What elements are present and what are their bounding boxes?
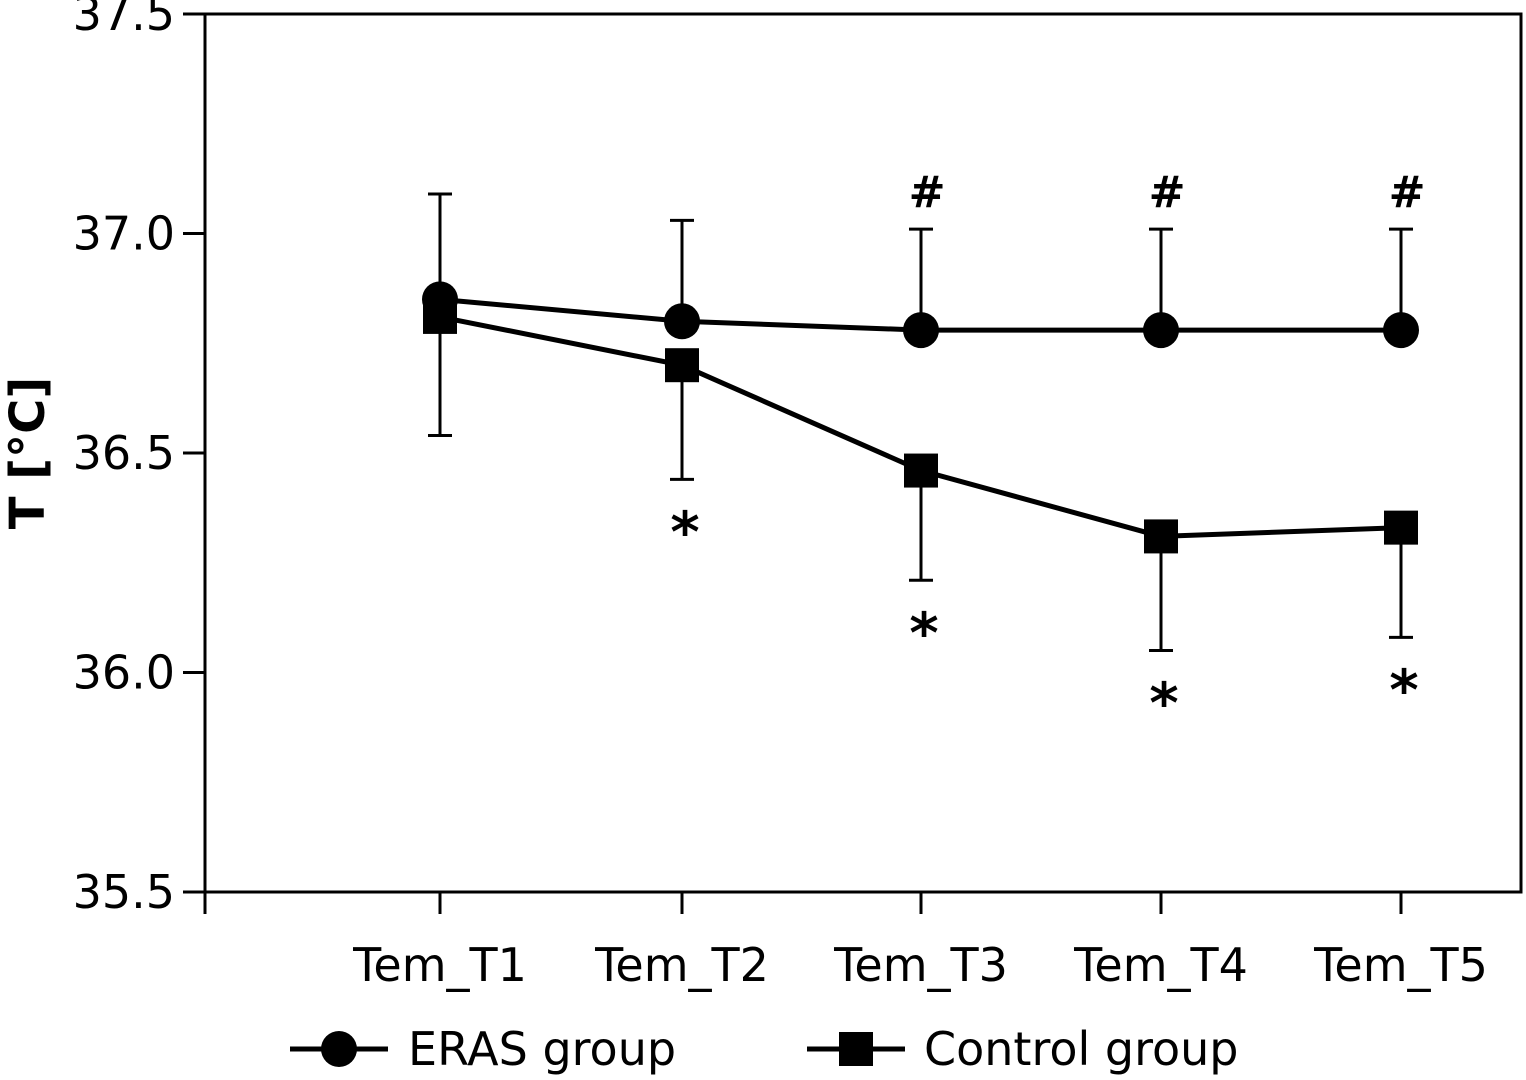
significance-asterisk: * [909, 601, 938, 666]
control-point [1384, 510, 1418, 545]
significance-hash: # [909, 167, 946, 218]
x-tick-label: Tem_T1 [352, 938, 527, 992]
legend-control-label: Control group [924, 1022, 1239, 1076]
legend-control-marker [839, 1032, 873, 1066]
eras-point [1143, 312, 1179, 349]
significance-asterisk: * [1149, 672, 1178, 737]
legend-eras-marker [321, 1031, 357, 1067]
significance-hash: # [1149, 167, 1186, 218]
y-tick-label: 36.5 [73, 426, 175, 480]
control-point [665, 348, 699, 383]
x-tick-label: Tem_T3 [833, 938, 1008, 992]
y-axis-title: T [°C] [0, 377, 56, 530]
eras-point [1383, 312, 1419, 349]
control-point [904, 453, 938, 488]
x-tick-label: Tem_T5 [1313, 938, 1488, 992]
x-tick-label: Tem_T4 [1073, 938, 1248, 992]
significance-asterisk: * [1389, 658, 1418, 723]
y-tick-label: 37.5 [73, 0, 175, 41]
significance-hash: # [1389, 167, 1426, 218]
y-tick-label: 36.0 [73, 646, 175, 700]
eras-point [422, 281, 458, 318]
eras-point [664, 303, 700, 340]
significance-asterisk: * [670, 500, 699, 565]
x-tick-label: Tem_T2 [594, 938, 769, 992]
y-tick-label: 37.0 [73, 207, 175, 261]
y-tick-label: 35.5 [73, 865, 175, 919]
legend-eras-label: ERAS group [408, 1022, 676, 1076]
eras-point [903, 312, 939, 349]
control-point [1144, 519, 1178, 554]
legend: ERAS group Control group [290, 1022, 1239, 1076]
plot-frame [203, 12, 1523, 894]
